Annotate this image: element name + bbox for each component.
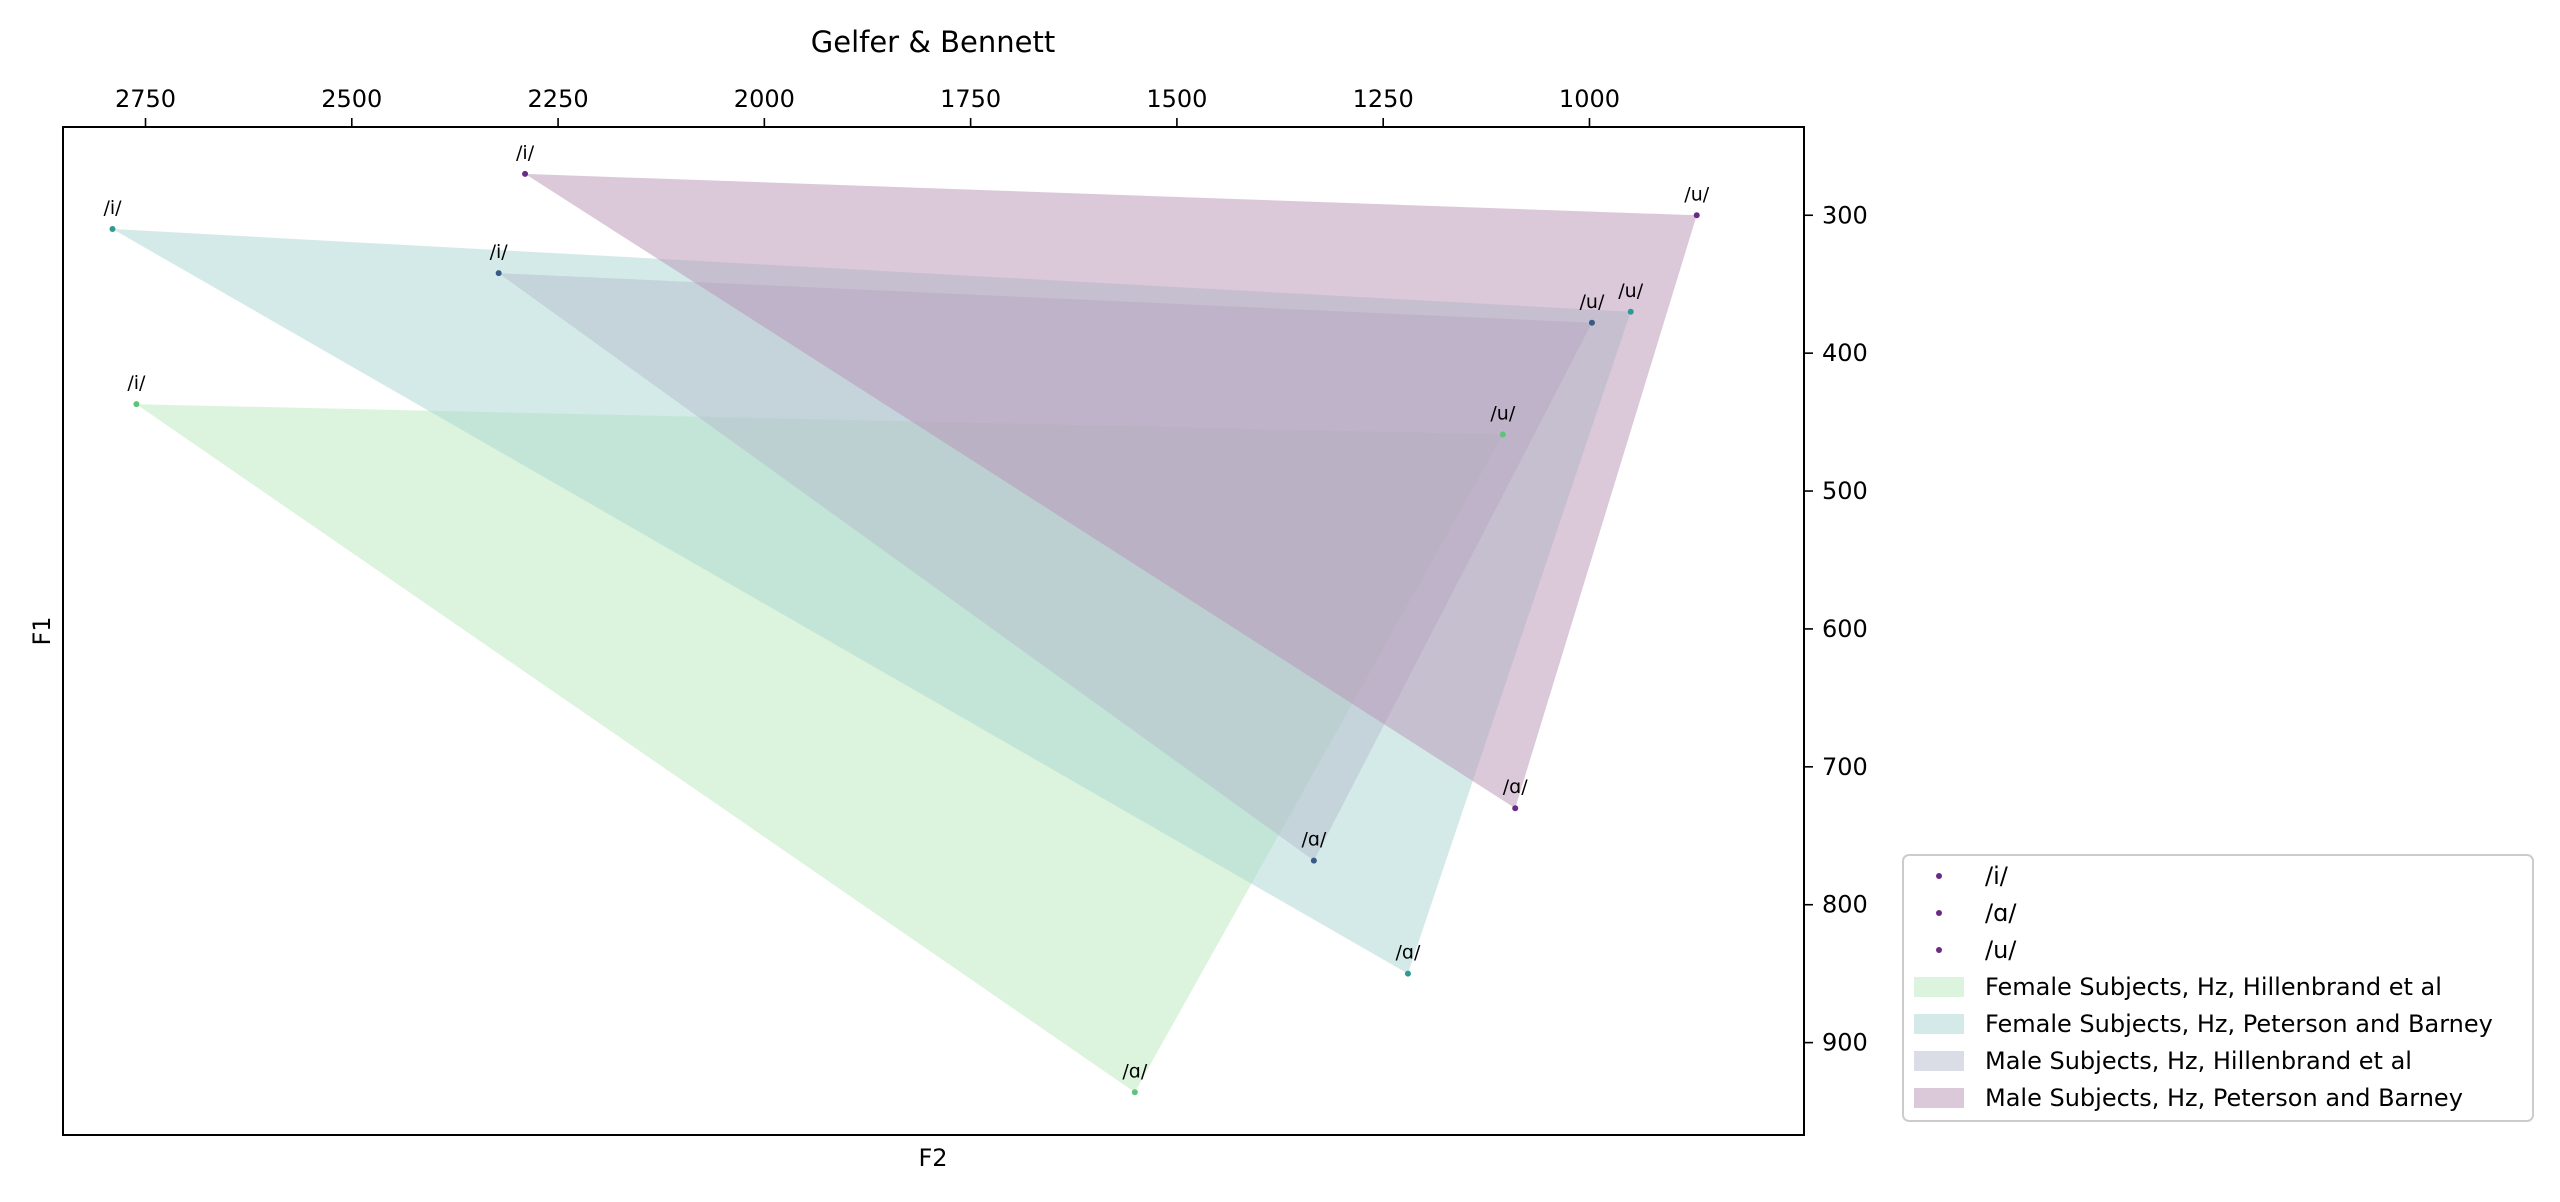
legend-marker-i — [1936, 873, 1942, 879]
legend: /i/ /ɑ/ /u/Female Subjects, Hz, Hillenbran… — [1902, 854, 2534, 1122]
legend-label-male-subjects-hz-hillenbrand-et-al: Male Subjects, Hz, Hillenbrand et al — [1985, 1047, 2412, 1075]
point-i-series-2 — [495, 270, 502, 277]
x-tick-label-2750: 2750 — [115, 85, 176, 113]
y-axis-label: F1 — [28, 616, 56, 645]
legend-swatch-female-subjects-hz-hillenbrand-et-al — [1914, 977, 1964, 997]
legend-label-male-subjects-hz-peterson-and-barney: Male Subjects, Hz, Peterson and Barney — [1985, 1084, 2463, 1112]
y-tick-label-400: 400 — [1822, 339, 1868, 367]
point-a-series-1 — [1404, 970, 1411, 977]
x-axis-top: 2750 2500 2250 2000 1750 1500 1250 1000 — [115, 85, 1620, 127]
point-label-i-series-0: /i/ — [127, 372, 146, 394]
point-label-u-series-1: /u/ — [1618, 280, 1643, 302]
point-a-series-0 — [1131, 1089, 1138, 1096]
y-tick-label-900: 900 — [1822, 1029, 1868, 1057]
legend-label-female-subjects-hz-hillenbrand-et-al: Female Subjects, Hz, Hillenbrand et al — [1985, 973, 2442, 1001]
y-axis-right: 300 400 500 600 700 800 900 — [1804, 201, 1868, 1057]
point-label-u-series-3: /u/ — [1684, 183, 1709, 205]
point-a-series-2 — [1310, 857, 1317, 864]
y-tick-label-800: 800 — [1822, 891, 1868, 919]
point-label-a-series-0: /ɑ/ — [1122, 1060, 1147, 1082]
legend-label-female-subjects-hz-peterson-and-barney: Female Subjects, Hz, Peterson and Barney — [1985, 1010, 2493, 1038]
point-u-series-2 — [1588, 319, 1595, 326]
point-label-i-series-2: /i/ — [490, 241, 509, 263]
x-tick-label-1500: 1500 — [1146, 85, 1207, 113]
legend-swatch-female-subjects-hz-peterson-and-barney — [1914, 1014, 1964, 1034]
point-label-a-series-1: /ɑ/ — [1396, 942, 1421, 964]
point-label-u-series-0: /u/ — [1490, 403, 1515, 425]
x-tick-label-1000: 1000 — [1559, 85, 1620, 113]
y-tick-label-500: 500 — [1822, 477, 1868, 505]
x-tick-label-2250: 2250 — [528, 85, 589, 113]
legend-swatch-male-subjects-hz-peterson-and-barney — [1914, 1088, 1964, 1108]
point-label-i-series-3: /i/ — [516, 142, 535, 164]
area-male-subjects-hz-peterson-and-barney — [525, 173, 1697, 809]
legend-label-i: /i/ — [1985, 862, 2009, 890]
y-tick-label-300: 300 — [1822, 201, 1868, 229]
point-i-series-0 — [133, 401, 140, 408]
data-points — [109, 170, 1700, 1096]
point-a-series-3 — [1512, 805, 1519, 812]
legend-label-a: /ɑ/ — [1985, 899, 2017, 927]
y-tick-label-600: 600 — [1822, 615, 1868, 643]
chart-title: Gelfer & Bennett — [811, 25, 1055, 59]
x-tick-label-2500: 2500 — [321, 85, 382, 113]
legend-marker-u — [1936, 947, 1942, 953]
plot-frame — [62, 126, 1805, 1136]
legend-label-u: /u/ — [1985, 936, 2017, 964]
point-label-a-series-2: /ɑ/ — [1301, 829, 1326, 851]
legend-frame — [1902, 854, 2534, 1122]
x-tick-label-2000: 2000 — [734, 85, 795, 113]
x-tick-label-1750: 1750 — [940, 85, 1001, 113]
point-label-i-series-1: /i/ — [103, 197, 122, 219]
point-label-u-series-2: /u/ — [1580, 291, 1605, 313]
point-u-series-1 — [1627, 308, 1634, 315]
y-tick-label-700: 700 — [1822, 753, 1868, 781]
x-axis-label: F2 — [918, 1144, 947, 1172]
legend-swatch-male-subjects-hz-hillenbrand-et-al — [1914, 1051, 1964, 1071]
point-u-series-3 — [1693, 212, 1700, 219]
x-tick-label-1250: 1250 — [1353, 85, 1414, 113]
point-label-a-series-3: /ɑ/ — [1503, 776, 1528, 798]
point-u-series-0 — [1499, 431, 1506, 438]
point-labels: /i/ /u/ /ɑ/ /i/ /u/ /ɑ/ /i/ /u/ /ɑ/ /i/ /u/ /ɑ/ — [103, 142, 1709, 1082]
point-i-series-3 — [522, 170, 529, 177]
triangle-areas — [112, 173, 1697, 1093]
legend-marker-a — [1936, 910, 1942, 916]
point-i-series-1 — [109, 226, 116, 233]
